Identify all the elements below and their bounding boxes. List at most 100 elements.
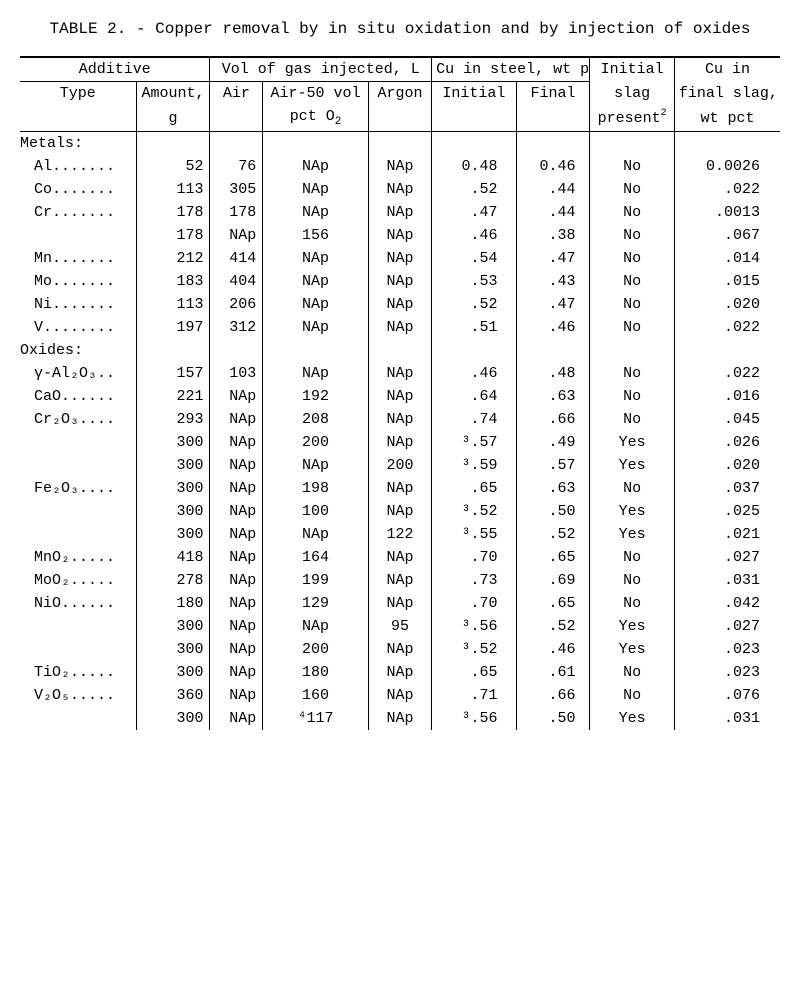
cell-cuslag: .076 <box>674 684 780 707</box>
cell-cuslag: .023 <box>674 661 780 684</box>
table-row: Ni.......113206NApNAp.52.47No.020 <box>20 293 780 316</box>
cell-argon: NAp <box>368 224 431 247</box>
cell-cuslag: .022 <box>674 316 780 339</box>
cell-air: NAp <box>210 546 263 569</box>
cell-air: 206 <box>210 293 263 316</box>
cell-initial: .65 <box>432 477 516 500</box>
cell-slag: Yes <box>590 500 674 523</box>
cell-slag: No <box>590 155 674 178</box>
cell-argon: NAp <box>368 408 431 431</box>
cell-amount: 197 <box>136 316 210 339</box>
table-row: 300NApNAp95³.56.52Yes.027 <box>20 615 780 638</box>
cell-airo2: NAp <box>263 201 369 224</box>
cell-type <box>20 454 136 477</box>
cell-type: Al....... <box>20 155 136 178</box>
cell-slag: No <box>590 362 674 385</box>
cell-air: 312 <box>210 316 263 339</box>
header-final: Final <box>516 82 590 106</box>
cell-cuslag: .023 <box>674 638 780 661</box>
cell-slag: No <box>590 270 674 293</box>
cell-final: .65 <box>516 546 590 569</box>
cell-amount: 157 <box>136 362 210 385</box>
table-row: 300NAp⁴117NAp³.56.50Yes.031 <box>20 707 780 730</box>
table-row: 300NAp200NAp³.52.46Yes.023 <box>20 638 780 661</box>
cell-final: .47 <box>516 293 590 316</box>
cell-initial: .53 <box>432 270 516 293</box>
cell-type: TiO₂..... <box>20 661 136 684</box>
cell-air: NAp <box>210 408 263 431</box>
cell-cuslag: .045 <box>674 408 780 431</box>
cell-slag: No <box>590 661 674 684</box>
cell-initial: .54 <box>432 247 516 270</box>
cell-airo2: NAp <box>263 615 369 638</box>
cell-airo2: NAp <box>263 247 369 270</box>
cell-type <box>20 224 136 247</box>
cell-airo2: 200 <box>263 638 369 661</box>
cell-slag: No <box>590 592 674 615</box>
cell-airo2: 200 <box>263 431 369 454</box>
cell-cuslag: .016 <box>674 385 780 408</box>
cell-cuslag: .042 <box>674 592 780 615</box>
cell-initial: ³.52 <box>432 500 516 523</box>
table-row: 300NAp200NAp³.57.49Yes.026 <box>20 431 780 454</box>
cell-final: .65 <box>516 592 590 615</box>
table-row: Co.......113305NApNAp.52.44No.022 <box>20 178 780 201</box>
cell-initial: ³.57 <box>432 431 516 454</box>
cell-argon: NAp <box>368 155 431 178</box>
cell-final: .52 <box>516 523 590 546</box>
table-row: γ-Al₂O₃..157103NApNAp.46.48No.022 <box>20 362 780 385</box>
cell-airo2: NAp <box>263 293 369 316</box>
cell-cuslag: .025 <box>674 500 780 523</box>
table-row: Fe₂O₃....300NAp198NAp.65.63No.037 <box>20 477 780 500</box>
cell-airo2: 129 <box>263 592 369 615</box>
cell-amount: 300 <box>136 477 210 500</box>
table-row: Al.......5276NApNAp0.480.46No0.0026 <box>20 155 780 178</box>
cell-initial: 0.48 <box>432 155 516 178</box>
cell-air: NAp <box>210 569 263 592</box>
cell-airo2: 160 <box>263 684 369 707</box>
cell-amount: 180 <box>136 592 210 615</box>
cell-type: Cr....... <box>20 201 136 224</box>
cell-slag: No <box>590 684 674 707</box>
cell-argon: NAp <box>368 247 431 270</box>
cell-type: V........ <box>20 316 136 339</box>
cell-amount: 300 <box>136 454 210 477</box>
cell-initial: .65 <box>432 661 516 684</box>
section-label: Metals: <box>20 132 136 156</box>
cell-final: .69 <box>516 569 590 592</box>
cell-air: NAp <box>210 661 263 684</box>
cell-initial: .51 <box>432 316 516 339</box>
cell-argon: NAp <box>368 293 431 316</box>
section-label: Oxides: <box>20 339 136 362</box>
cell-airo2: 180 <box>263 661 369 684</box>
cell-final: .47 <box>516 247 590 270</box>
cell-slag: Yes <box>590 431 674 454</box>
cell-airo2: NAp <box>263 362 369 385</box>
cell-slag: No <box>590 247 674 270</box>
cell-argon: NAp <box>368 661 431 684</box>
table-row: Mn.......212414NApNAp.54.47No.014 <box>20 247 780 270</box>
cell-type: Cr₂O₃.... <box>20 408 136 431</box>
header-blank3 <box>368 105 431 132</box>
cell-slag: Yes <box>590 638 674 661</box>
cell-argon: NAp <box>368 201 431 224</box>
cell-initial: ³.55 <box>432 523 516 546</box>
cell-final: .52 <box>516 615 590 638</box>
cell-slag: No <box>590 293 674 316</box>
cell-air: NAp <box>210 224 263 247</box>
table-row: Cr.......178178NApNAp.47.44No.0013 <box>20 201 780 224</box>
cell-airo2: NAp <box>263 316 369 339</box>
cell-final: .50 <box>516 707 590 730</box>
cell-airo2: 208 <box>263 408 369 431</box>
cell-amount: 183 <box>136 270 210 293</box>
data-table: Additive Vol of gas injected, L Cu in st… <box>20 56 780 730</box>
cell-airo2: NAp <box>263 454 369 477</box>
cell-type: Co....... <box>20 178 136 201</box>
cell-initial: ³.59 <box>432 454 516 477</box>
cell-final: .43 <box>516 270 590 293</box>
cell-airo2: NAp <box>263 523 369 546</box>
cell-final: .38 <box>516 224 590 247</box>
cell-slag: Yes <box>590 454 674 477</box>
cell-final: .49 <box>516 431 590 454</box>
cell-type <box>20 638 136 661</box>
